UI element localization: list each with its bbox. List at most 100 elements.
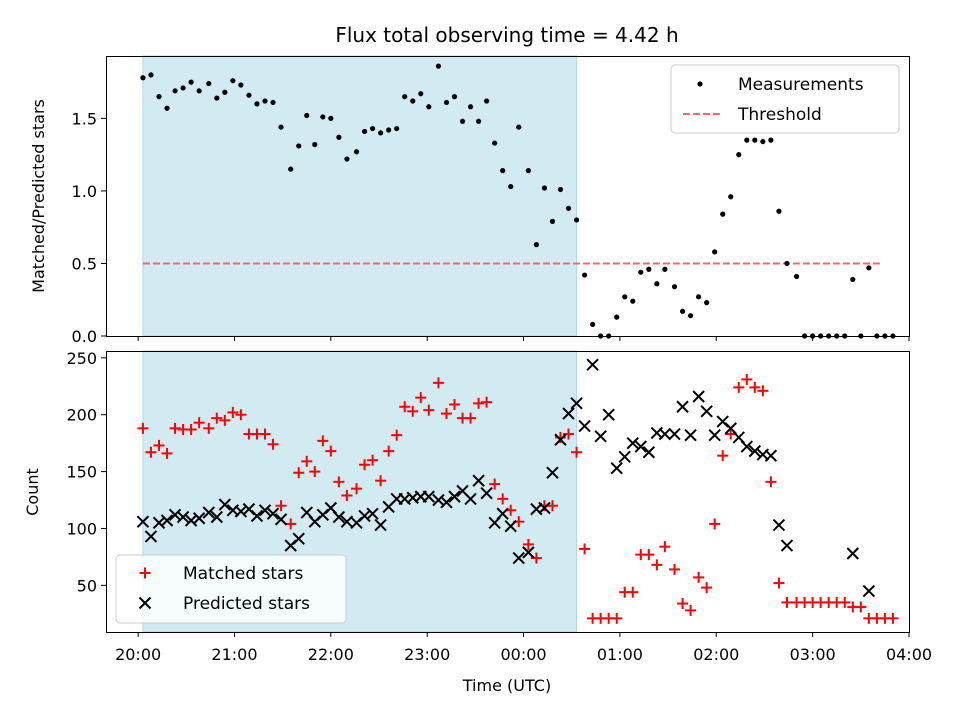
measurement-point: [378, 130, 384, 136]
predicted-stars-legend-marker: [138, 596, 152, 610]
matched-star-point: [611, 612, 623, 624]
x-tick-label: 02:00: [693, 645, 739, 664]
matched-star-point: [333, 476, 345, 488]
ratio-legend: Measurements Threshold: [670, 64, 900, 134]
cross-stroke: [642, 446, 656, 459]
measurement-point: [654, 281, 660, 287]
cross-stroke: [218, 498, 232, 511]
predicted-star-point: [472, 474, 485, 487]
measurement-point: [443, 99, 450, 106]
measurement-point: [752, 137, 758, 143]
cross-stroke: [168, 508, 182, 522]
predicted-star-point: [366, 507, 379, 520]
cross-stroke: [618, 450, 631, 464]
measurement-point: [671, 284, 678, 290]
predicted-star-point: [586, 358, 599, 371]
cross-stroke: [732, 431, 745, 444]
measurement-point: [793, 273, 800, 280]
matched-star-point: [193, 417, 205, 429]
predicted-star-point: [144, 530, 158, 543]
matched-star-point: [259, 428, 271, 440]
matched-star-point: [855, 601, 867, 613]
measurement-point: [336, 134, 342, 140]
predicted-star-point: [658, 427, 672, 441]
cross-stroke: [324, 501, 338, 515]
cross-stroke: [708, 428, 721, 442]
count-y-axis-label: Count: [23, 468, 42, 516]
measurement-point: [459, 118, 466, 124]
cross-stroke: [274, 513, 288, 526]
matched-star-point: [643, 549, 655, 561]
predicted-star-point: [464, 492, 477, 506]
predicted-star-point: [740, 440, 754, 453]
measurement-point: [328, 115, 334, 121]
measurement-point: [246, 92, 252, 98]
matched-star-point: [267, 438, 279, 450]
matched-star-point: [571, 446, 583, 458]
predicted-star-point: [440, 496, 453, 509]
measurement-point: [238, 82, 244, 88]
matched-star-point: [309, 466, 321, 478]
measurement-point: [164, 105, 170, 111]
predicted-star-point: [676, 400, 689, 413]
measurement-point: [508, 183, 514, 190]
predicted-star-point: [700, 405, 713, 418]
cross-stroke: [522, 546, 535, 559]
predicted-star-point: [772, 518, 786, 532]
measurement-point: [484, 98, 490, 104]
measurement-point: [451, 94, 458, 100]
predicted-star-point: [668, 427, 681, 441]
measurement-point: [638, 269, 644, 275]
measurement-point: [435, 63, 442, 69]
cross-stroke: [692, 390, 705, 403]
cross-stroke: [700, 405, 713, 418]
ratio-panel: 0.0 0.5 1.0 1.5 Matched/Predicted stars Mea…: [29, 55, 910, 346]
matched-star-point: [325, 445, 337, 457]
predicted-star-point: [374, 518, 387, 532]
cross-stroke: [332, 510, 346, 524]
measurement-point: [662, 266, 668, 272]
x-tick-label: 22:00: [308, 645, 354, 664]
cross-stroke: [634, 440, 648, 453]
cross-stroke: [184, 514, 198, 527]
matched-star-point: [317, 435, 329, 447]
cross-stroke: [530, 502, 543, 516]
matched-star-point: [301, 455, 313, 467]
matched-star-point: [749, 381, 761, 393]
predicted-star-point: [642, 446, 656, 459]
matched-star-point: [219, 414, 231, 426]
matched-star-point: [579, 543, 591, 555]
threshold-legend-label: Threshold: [737, 105, 822, 125]
cross-stroke: [546, 466, 559, 479]
measurement-point: [533, 242, 540, 248]
matched-star-point: [693, 571, 705, 583]
matched-stars-legend-marker: [139, 567, 151, 579]
cross-stroke: [144, 530, 158, 543]
cross-stroke: [358, 509, 371, 523]
cross-stroke: [192, 512, 206, 525]
measurement-point: [278, 124, 284, 130]
count-panel: 50 100 150 200 250 20:00 21:00 22:00 23:00 00:00…: [23, 349, 932, 695]
measurement-point: [214, 95, 220, 101]
matched-star-point: [351, 483, 363, 495]
measurement-point: [516, 124, 522, 130]
measurement-point: [230, 78, 236, 84]
cross-stroke: [432, 493, 445, 507]
measurement-point: [156, 94, 162, 100]
matched-star-point: [169, 422, 181, 434]
cross-stroke: [610, 461, 623, 475]
matched-star-point: [659, 541, 671, 553]
matched-star-point: [481, 396, 493, 408]
cross-stroke: [496, 507, 509, 520]
predicted-star-point: [432, 493, 445, 507]
predicted-star-point: [168, 508, 182, 522]
matched-star-point: [773, 577, 785, 589]
matched-star-point: [701, 582, 713, 594]
cross-stroke: [658, 427, 672, 441]
measurement-point: [410, 98, 416, 104]
predicted-star-point: [266, 507, 280, 520]
matched-star-point: [473, 397, 485, 409]
cross-stroke: [300, 506, 313, 519]
matched-star-point: [677, 598, 689, 610]
measurement-point: [320, 114, 326, 120]
